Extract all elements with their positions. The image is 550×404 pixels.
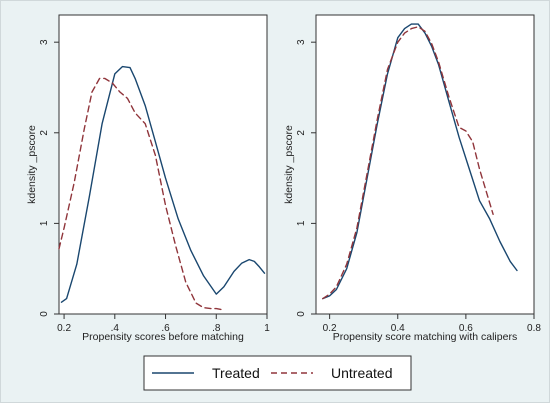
x-tick-label: .4 bbox=[111, 323, 120, 334]
x-axis-title: Propensity scores before matching bbox=[82, 331, 244, 343]
legend-label-untreated: Untreated bbox=[331, 365, 392, 381]
y-tick-label: 3 bbox=[39, 39, 50, 45]
y-tick-label: 2 bbox=[296, 130, 307, 136]
x-axis-title: Propensity score matching with calipers bbox=[333, 331, 517, 343]
y-axis-title: kdensity _pscore bbox=[26, 125, 38, 204]
x-tick-label: 1 bbox=[264, 323, 270, 334]
x-tick-label: 0.4 bbox=[391, 323, 405, 334]
x-tick-label: 0.2 bbox=[57, 323, 71, 334]
y-axis-title: kdensity _pscore bbox=[283, 125, 295, 204]
y-tick-label: 3 bbox=[296, 39, 307, 45]
plot-area-1 bbox=[58, 14, 268, 315]
y-tick-label: 0 bbox=[39, 311, 50, 317]
x-tick-label: 0.2 bbox=[323, 323, 337, 334]
series-line-untreated bbox=[322, 26, 494, 300]
plot-area-2 bbox=[315, 14, 535, 315]
y-tick-label: 1 bbox=[39, 220, 50, 226]
y-tick-label: 2 bbox=[39, 130, 50, 136]
legend-label-treated: Treated bbox=[212, 365, 260, 381]
x-tick-label: 0.6 bbox=[459, 323, 473, 334]
x-tick-label: 0.8 bbox=[527, 323, 541, 334]
y-tick-label: 1 bbox=[296, 220, 307, 226]
x-tick-label: .6 bbox=[161, 323, 170, 334]
y-tick-label: 0 bbox=[296, 311, 307, 317]
series-line-untreated bbox=[58, 77, 223, 311]
series-line-treated bbox=[322, 23, 518, 300]
series-line-treated bbox=[60, 65, 266, 303]
x-tick-label: .8 bbox=[212, 323, 221, 334]
